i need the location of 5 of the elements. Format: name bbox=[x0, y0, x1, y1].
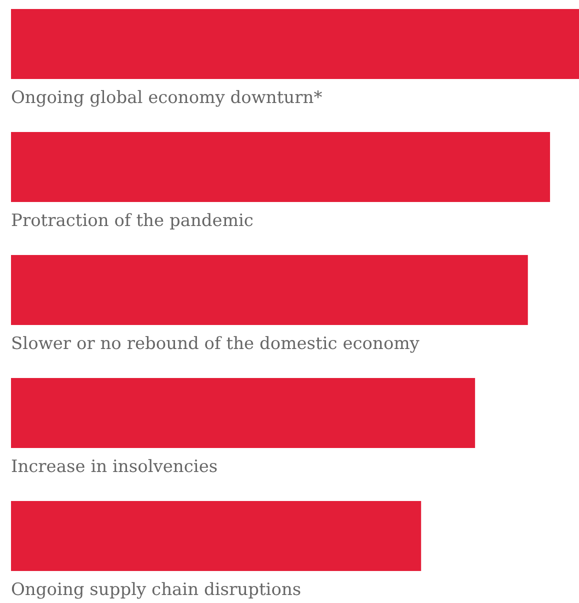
y-tick-label: Protraction of the pandemic bbox=[11, 211, 254, 231]
y-tick-label: Slower or no rebound of the domestic economy bbox=[11, 334, 420, 354]
y-tick-label: Ongoing global economy downturn* bbox=[11, 88, 323, 108]
y-tick-label: Ongoing supply chain disruptions bbox=[11, 580, 302, 600]
y-tick-label: Increase in insolvencies bbox=[11, 457, 218, 477]
